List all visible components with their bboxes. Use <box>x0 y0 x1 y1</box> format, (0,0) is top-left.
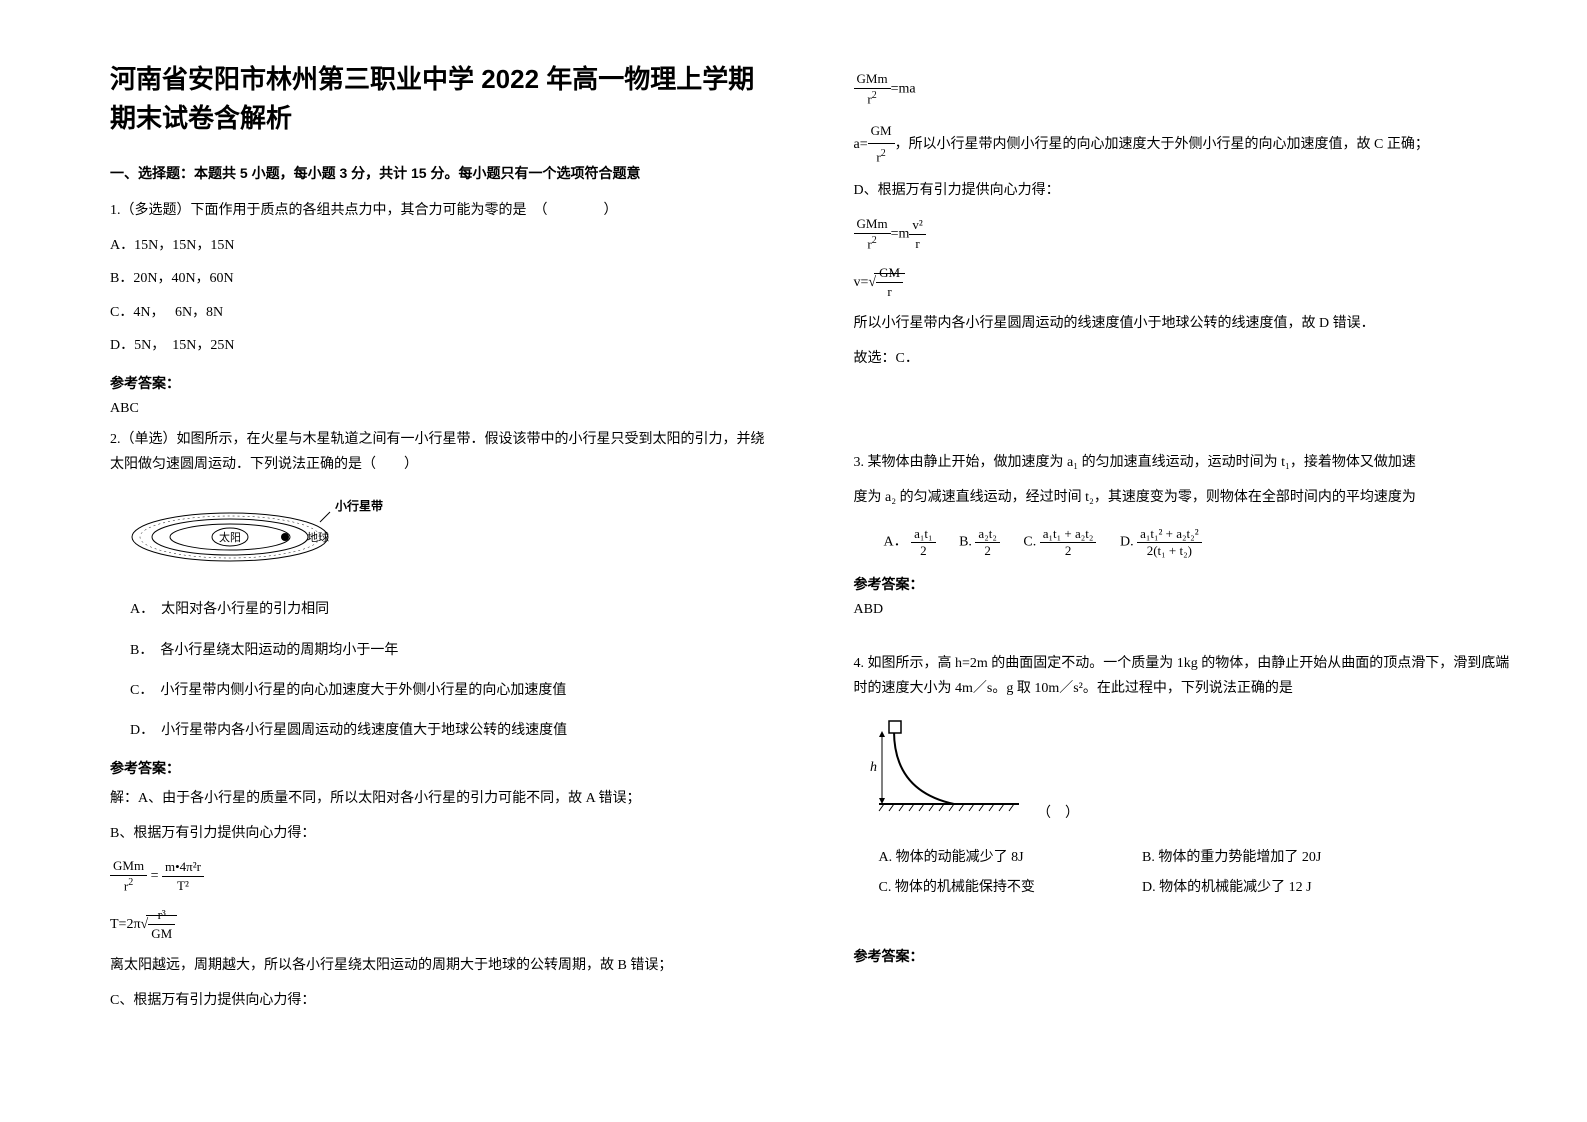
q1-opt-a: A．15N，15N，15N <box>110 233 774 258</box>
q2-analysis-b-pre: B、根据万有引力提供向心力得： <box>110 821 774 848</box>
q3-opt-c: C. a₁t₁ + a₂t₂2 <box>1023 526 1096 559</box>
h-label: h <box>870 760 877 775</box>
q2-answer-label: 参考答案： <box>110 758 774 778</box>
q4-opt-b: B. 物体的重力势能增加了 20J <box>1142 846 1402 866</box>
q2-opt-d: D． 小行星带内各小行星圆周运动的线速度值大于地球公转的线速度值 <box>130 718 774 743</box>
asteroid-belt-diagram: 太阳 地球 小行星带 <box>125 497 385 567</box>
q3-answer-label: 参考答案： <box>854 574 1518 594</box>
earth-label: 地球 <box>307 530 329 544</box>
section-1-head: 一、选择题：本题共 5 小题，每小题 3 分，共计 15 分。每小题只有一个选项… <box>110 163 774 183</box>
q4-stem: 4. 如图所示，高 h=2m 的曲面固定不动。一个质量为 1kg 的物体，由静止… <box>854 651 1518 701</box>
q3-options: A． a₁t₁2 B. a₂t₂2 C. a₁t₁ + a₂t₂2 D. a₁t… <box>884 526 1518 559</box>
q4-opt-c: C. 物体的机械能保持不变 <box>879 876 1139 896</box>
q2-analysis-c-pre: C、根据万有引力提供向心力得： <box>110 988 774 1015</box>
q2-formula-4: GMmr2=mv²r <box>854 215 1518 254</box>
q4-opt-a: A. 物体的动能减少了 8J <box>879 846 1139 866</box>
q4-opt-d: D. 物体的机械能减少了 12 J <box>1142 876 1402 896</box>
q3-stem-2: 度为 a₂ 的匀减速直线运动，经过时间 t₂，其速度变为零，则物体在全部时间内的… <box>854 485 1518 510</box>
q1-opt-c: C．4N， 6N，8N <box>110 300 774 325</box>
q2-formula-5: v=GMr <box>854 264 1518 301</box>
q3-opt-d: D. a₁t₁² + a₂t₂²2(t₁ + t₂) <box>1120 526 1202 559</box>
left-column: 河南省安阳市林州第三职业中学 2022 年高一物理上学期期末试卷含解析 一、选择… <box>90 60 814 1082</box>
belt-label: 小行星带 <box>335 498 383 513</box>
q4-answer-label: 参考答案： <box>854 946 1518 966</box>
q3-opt-a: A． a₁t₁2 <box>884 526 936 559</box>
q2-opt-c: C． 小行星带内侧小行星的向心加速度大于外侧小行星的向心加速度值 <box>130 678 774 703</box>
q3-opt-b: B. a₂t₂2 <box>959 526 1000 559</box>
q4-bracket: （ ） <box>1037 801 1079 826</box>
q4-options: A. 物体的动能减少了 8J B. 物体的重力势能增加了 20J C. 物体的机… <box>879 846 1518 896</box>
q2-analysis-d-pre: D、根据万有引力提供向心力得： <box>854 178 1518 205</box>
q1-stem: 1.（多选题）下面作用于质点的各组共点力中，其合力可能为零的是 （ ） <box>110 198 774 223</box>
q2-analysis-a: 解：A、由于各小行星的质量不同，所以太阳对各小行星的引力可能不同，故 A 错误； <box>110 786 774 813</box>
page-title: 河南省安阳市林州第三职业中学 2022 年高一物理上学期期末试卷含解析 <box>110 60 774 138</box>
q1-opt-d: D．5N， 15N，25N <box>110 333 774 358</box>
q2-stem: 2.（单选）如图所示，在火星与木星轨道之间有一小行星带．假设该带中的小行星只受到… <box>110 427 774 477</box>
q2-formula-3: GMmr2=ma <box>854 70 1518 109</box>
q2-opt-b: B． 各小行星绕太阳运动的周期均小于一年 <box>130 638 774 663</box>
q2-opt-a: A． 太阳对各小行星的引力相同 <box>130 597 774 622</box>
q2-analysis-final: 故选：C． <box>854 346 1518 373</box>
q1-answer: ABC <box>110 401 774 417</box>
q1-opt-b: B．20N，40N，60N <box>110 266 774 291</box>
q2-analysis-d-post: 所以小行星带内各小行星圆周运动的线速度值小于地球公转的线速度值，故 D 错误． <box>854 311 1518 338</box>
right-column: GMmr2=ma a=GMr2，所以小行星带内侧小行星的向心加速度大于外侧小行星… <box>814 60 1538 1082</box>
q2-formula-2: T=2πr³GM <box>110 906 774 943</box>
q2-formula-1: GMmr2 = m•4π²rT² <box>110 857 774 896</box>
q3-stem-1: 3. 某物体由静止开始，做加速度为 a₁ 的匀加速直线运动，运动时间为 t₁，接… <box>854 450 1518 475</box>
q2-analysis-c-a: a=GMr2，所以小行星带内侧小行星的向心加速度大于外侧小行星的向心加速度值，故… <box>854 119 1518 171</box>
curve-diagram: h <box>854 716 1034 826</box>
q3-answer: ABD <box>854 602 1518 618</box>
sun-label: 太阳 <box>219 531 241 544</box>
q2-analysis-b-post: 离太阳越远，周期越大，所以各小行星绕太阳运动的周期大于地球的公转周期，故 B 错… <box>110 953 774 980</box>
q1-answer-label: 参考答案： <box>110 373 774 393</box>
